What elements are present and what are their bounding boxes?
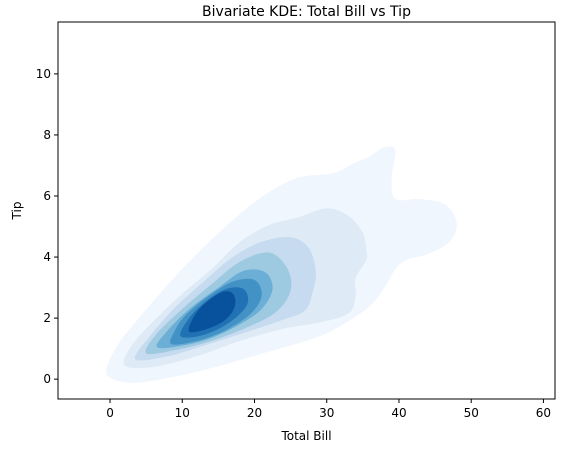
y-tick-label: 0 bbox=[43, 372, 51, 386]
y-tick-label: 4 bbox=[43, 250, 51, 264]
x-tick-label: 10 bbox=[175, 406, 190, 420]
x-tick-label: 60 bbox=[536, 406, 551, 420]
chart-title: Bivariate KDE: Total Bill vs Tip bbox=[202, 4, 411, 20]
y-tick-label: 8 bbox=[43, 128, 51, 142]
x-tick-label: 20 bbox=[247, 406, 262, 420]
y-tick-label: 2 bbox=[43, 311, 51, 325]
x-axis-ticks: 0 10 20 30 40 50 60 bbox=[106, 399, 551, 420]
plot-frame bbox=[57, 21, 556, 400]
x-axis-label: Total Bill bbox=[280, 429, 331, 443]
x-tick-label: 50 bbox=[464, 406, 479, 420]
y-axis-ticks: 0 2 4 6 8 10 bbox=[36, 67, 58, 386]
contours-layer bbox=[106, 146, 457, 383]
x-tick-label: 40 bbox=[391, 406, 406, 420]
x-tick-label: 0 bbox=[106, 406, 114, 420]
x-tick-label: 30 bbox=[319, 406, 334, 420]
kde-contour-level-8 bbox=[188, 291, 236, 333]
y-tick-label: 6 bbox=[43, 189, 51, 203]
y-tick-label: 10 bbox=[36, 67, 51, 81]
y-axis-label: Tip bbox=[10, 202, 24, 221]
